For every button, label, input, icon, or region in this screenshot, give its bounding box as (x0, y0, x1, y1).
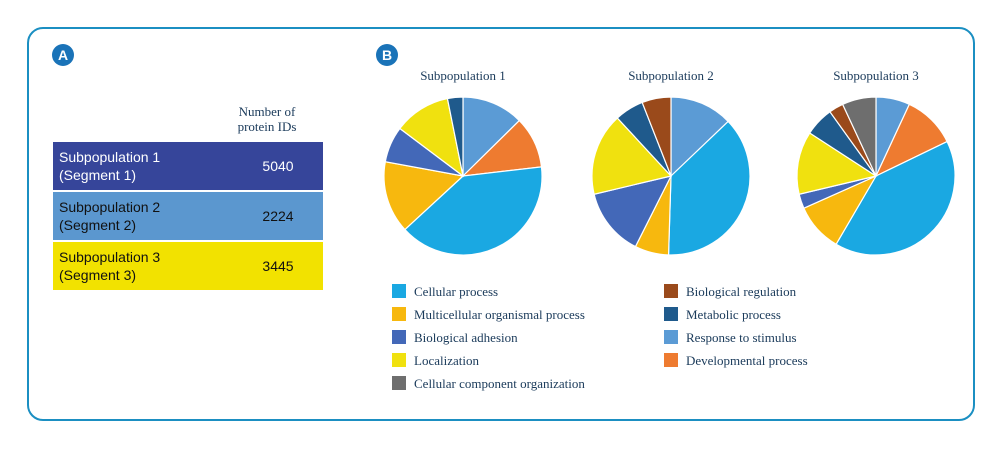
row-name-line1: Subpopulation 1 (59, 149, 161, 165)
pie-slice-metabolic-process (446, 96, 464, 177)
legend-item-biological-adhesion: Biological adhesion (392, 330, 518, 346)
pie-title-subpopulation-2: Subpopulation 2 (628, 68, 714, 83)
legend-item-biological-regulation: Biological regulation (664, 284, 796, 300)
pie-slice-biological-regulation (641, 96, 672, 177)
table-row-subpopulation-3: Subpopulation 3 (Segment 3) 3445 (53, 242, 323, 290)
pie-3 (796, 96, 956, 256)
legend-item-metabolic-process: Metabolic process (664, 307, 781, 323)
row-name: Subpopulation 3 (Segment 3) (59, 248, 229, 284)
legend-label: Multicellular organismal process (414, 307, 585, 322)
pie-slice-localization (796, 132, 878, 195)
legend-swatch (392, 376, 406, 390)
legend-swatch (392, 330, 406, 344)
legend-label: Metabolic process (686, 307, 781, 322)
row-name: Subpopulation 2 (Segment 2) (59, 198, 229, 234)
pie-1 (383, 96, 543, 256)
pie-slice-cellular-process (835, 140, 956, 256)
pie-slice-cellular-process (404, 166, 543, 256)
pie-slice-localization (591, 117, 673, 195)
pie-title-subpopulation-1: Subpopulation 1 (420, 68, 506, 83)
legend-swatch (392, 353, 406, 367)
legend-item-multicellular-organismal-process: Multicellular organismal process (392, 307, 585, 323)
row-count: 2224 (262, 208, 294, 224)
table-row-subpopulation-2: Subpopulation 2 (Segment 2) 2224 (53, 192, 323, 240)
pie-slice-multicellular-organismal-process (383, 161, 465, 231)
legend-label: Biological regulation (686, 284, 797, 299)
legend-label: Response to stimulus (686, 330, 797, 345)
row-name-line1: Subpopulation 2 (59, 199, 161, 215)
legend-item-response-to-stimulus: Response to stimulus (664, 330, 797, 346)
pie-slice-response-to-stimulus (670, 96, 729, 178)
legend-swatch (392, 307, 406, 321)
pie-slice-cellular-component-organization (841, 96, 877, 177)
legend-label: Localization (414, 353, 479, 368)
table-header-protein-ids: Number of protein IDs (237, 104, 297, 134)
pie-slice-cellular-process (667, 120, 751, 256)
row-name-line1: Subpopulation 3 (59, 249, 161, 265)
row-count: 5040 (262, 158, 294, 174)
legend-item-localization: Localization (392, 353, 479, 369)
legend-label: Developmental process (686, 353, 808, 368)
pie-slice-response-to-stimulus (462, 96, 521, 178)
legend-item-developmental-process: Developmental process (664, 353, 808, 369)
legend-swatch (664, 307, 678, 321)
legend-swatch (392, 284, 406, 298)
legend-swatch (664, 330, 678, 344)
legend-item-cellular-component-organization: Cellular component organization (392, 376, 585, 392)
panel-a-badge: A (52, 44, 74, 66)
pie-slice-biological-adhesion (593, 175, 673, 248)
pie-2 (591, 96, 751, 256)
row-name: Subpopulation 1 (Segment 1) (59, 148, 229, 184)
panel-b-badge: B (376, 44, 398, 66)
legend-swatch (664, 284, 678, 298)
row-name-line2: (Segment 1) (59, 167, 137, 183)
legend-label: Cellular process (414, 284, 499, 299)
table-row-subpopulation-1: Subpopulation 1 (Segment 1) 5040 (53, 142, 323, 190)
row-count: 3445 (262, 258, 294, 274)
legend-swatch (664, 353, 678, 367)
row-name-line2: (Segment 2) (59, 217, 137, 233)
legend-item-cellular-process: Cellular process (392, 284, 498, 300)
legend-label: Cellular component organization (414, 376, 585, 391)
row-name-line2: (Segment 3) (59, 267, 137, 283)
pie-title-subpopulation-3: Subpopulation 3 (833, 68, 919, 83)
legend-label: Biological adhesion (414, 330, 518, 345)
